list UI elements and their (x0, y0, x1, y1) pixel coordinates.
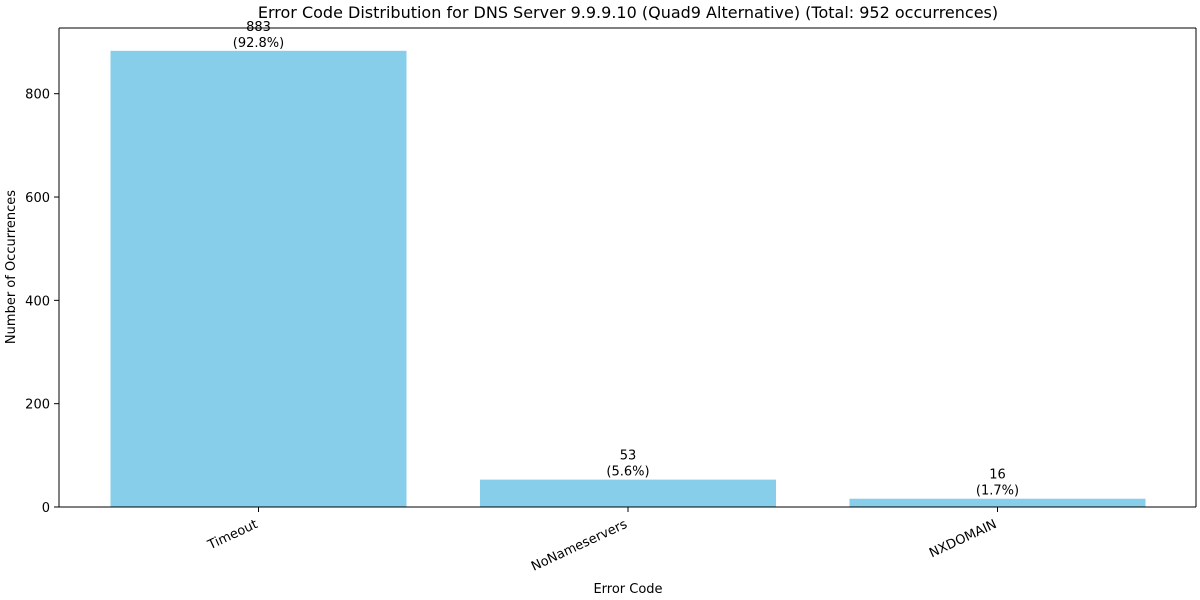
y-tick-label: 800 (25, 88, 50, 103)
bar-timeout (110, 50, 407, 508)
x-tick-label: NXDOMAIN (927, 517, 999, 561)
bar-percent-label: (5.6%) (606, 465, 649, 480)
chart-title: Error Code Distribution for DNS Server 9… (258, 3, 998, 22)
bar-nxdomain (849, 498, 1146, 507)
bar-nonameservers (480, 479, 776, 507)
x-tick-label: NoNameservers (529, 517, 630, 575)
x-axis-ticks: Timeout NoNameservers NXDOMAIN (205, 507, 999, 575)
y-tick-label: 400 (25, 294, 50, 309)
bar-value-label: 16 (989, 468, 1006, 483)
x-axis-label: Error Code (593, 582, 662, 597)
y-axis-label: Number of Occurrences (4, 190, 19, 344)
y-tick-label: 200 (25, 398, 50, 413)
plot-area (110, 50, 1146, 508)
x-tick-label: Timeout (205, 517, 260, 553)
bar-percent-label: (1.7%) (976, 484, 1019, 499)
y-axis-ticks: 0 200 400 600 800 (25, 88, 59, 516)
bar-value-label: 883 (246, 20, 271, 35)
bar-value-labels: 883(92.8%) 53(5.6%) 16(1.7%) (233, 20, 1019, 499)
y-tick-label: 0 (42, 501, 50, 516)
y-tick-label: 600 (25, 191, 50, 206)
bar-value-label: 53 (620, 449, 637, 464)
bar-percent-label: (92.8%) (233, 36, 284, 51)
